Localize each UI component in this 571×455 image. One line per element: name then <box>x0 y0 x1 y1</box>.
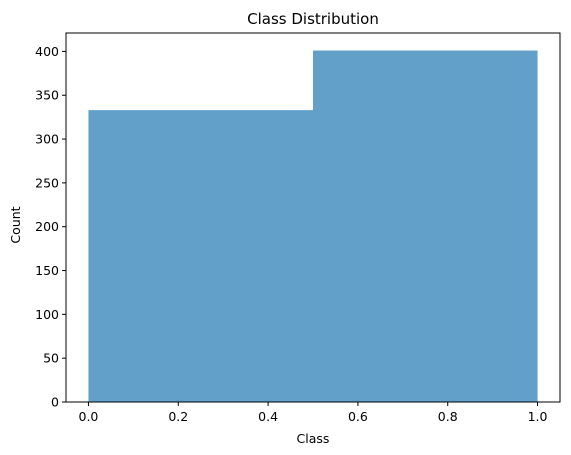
y-tick-label: 300 <box>35 132 59 147</box>
y-axis-label: Count <box>8 206 23 243</box>
x-tick-label: 0.8 <box>438 409 458 424</box>
plot-frame <box>65 32 561 403</box>
y-tick-label: 200 <box>35 219 59 234</box>
y-tick-label: 150 <box>35 263 59 278</box>
histogram-bar <box>88 110 313 402</box>
x-tick-label: 0.4 <box>258 409 278 424</box>
y-tick-label: 50 <box>43 351 59 366</box>
x-axis-ticks: 0.0 0.2 0.4 0.6 0.8 1.0 <box>79 402 548 424</box>
y-tick-label: 100 <box>35 307 59 322</box>
y-tick-label: 350 <box>35 88 59 103</box>
x-tick-label: 0.6 <box>348 409 368 424</box>
chart-title: Class Distribution <box>247 10 379 28</box>
y-tick-label: 250 <box>35 175 59 190</box>
y-tick-label: 400 <box>35 44 59 59</box>
y-axis-ticks: 0 50 100 150 200 250 300 350 400 <box>35 44 66 410</box>
y-tick-label: 0 <box>51 395 59 410</box>
histogram-bar <box>313 50 538 402</box>
x-tick-label: 1.0 <box>528 409 548 424</box>
x-tick-label: 0.2 <box>168 409 188 424</box>
x-tick-label: 0.0 <box>79 409 99 424</box>
bars-group <box>88 50 538 402</box>
x-axis-label: Class <box>297 431 330 446</box>
